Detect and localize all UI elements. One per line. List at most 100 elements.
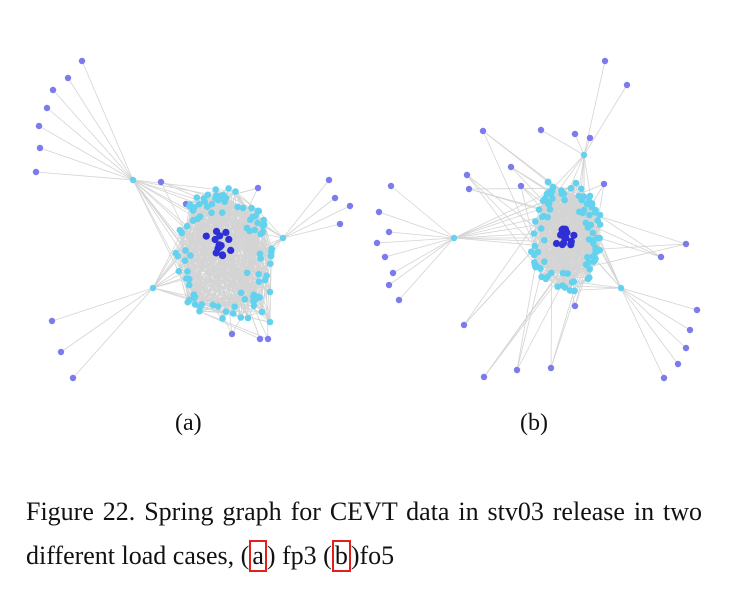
- core-node: [570, 231, 578, 239]
- outer-node: [385, 281, 393, 289]
- cluster-node: [178, 229, 185, 236]
- graph-edge: [453, 237, 599, 252]
- outer-node: [64, 74, 72, 82]
- outer-node: [537, 126, 545, 134]
- cluster-node: [561, 196, 568, 204]
- graph-edge: [468, 188, 586, 224]
- cluster-node: [175, 267, 183, 275]
- cluster-node: [196, 213, 204, 220]
- cluster-node: [580, 193, 588, 200]
- graph-edge: [160, 181, 227, 312]
- graph-edge: [595, 243, 687, 250]
- cluster-node: [204, 203, 211, 210]
- cluster-node: [260, 216, 268, 224]
- hub-node: [279, 234, 287, 242]
- graph-edge: [516, 190, 562, 371]
- graph-edge: [550, 239, 590, 369]
- cluster-node: [530, 230, 538, 237]
- outer-node: [507, 163, 515, 171]
- graph-edge: [483, 220, 599, 378]
- outer-node: [463, 171, 471, 179]
- panel-a-label: (a): [175, 410, 202, 436]
- cluster-node: [257, 255, 264, 262]
- graph-edge: [203, 198, 249, 319]
- cluster-node: [220, 195, 228, 203]
- core-node: [202, 232, 210, 240]
- outer-node: [513, 366, 521, 374]
- graph-edge: [550, 183, 605, 274]
- outer-node: [346, 202, 354, 210]
- outer-node: [381, 253, 389, 261]
- graph-edge: [215, 189, 233, 335]
- graph-edge: [482, 130, 536, 247]
- cluster-node: [567, 184, 575, 192]
- cluster-node: [214, 303, 222, 310]
- graph-edge: [548, 154, 585, 204]
- figure-caption: Figure 22. Spring graph for CEVT data in…: [26, 490, 702, 578]
- cluster-node: [592, 206, 599, 214]
- graph-edge: [46, 107, 134, 181]
- cluster-node: [254, 219, 261, 227]
- graph-edge: [262, 225, 271, 293]
- graph-edge: [132, 179, 195, 295]
- outer-node: [43, 104, 51, 112]
- cluster-node: [225, 185, 232, 192]
- outer-node: [479, 127, 487, 135]
- outer-node: [331, 194, 339, 202]
- cluster-node: [190, 216, 197, 224]
- graph-edge: [199, 187, 259, 205]
- caption-ref-b: b: [331, 540, 351, 572]
- hub-node: [617, 284, 625, 292]
- graph-edge: [181, 232, 189, 303]
- outer-node: [32, 168, 40, 176]
- cluster-node: [243, 269, 251, 277]
- cluster-node: [191, 301, 199, 308]
- cluster-node: [586, 265, 593, 273]
- cluster-node: [257, 230, 265, 238]
- outer-node: [78, 57, 86, 65]
- cluster-node: [248, 204, 255, 212]
- graph-edge: [563, 243, 687, 274]
- graph-edge: [550, 198, 553, 369]
- graph-edge: [520, 185, 590, 240]
- graph-edge: [620, 287, 679, 365]
- core-node: [552, 239, 561, 248]
- graph-edge: [453, 233, 534, 239]
- outer-node: [623, 81, 631, 89]
- graph-edge: [193, 279, 266, 295]
- graph-edge: [67, 77, 134, 181]
- spring-graph-figure: [32, 57, 701, 382]
- graph-edge: [542, 200, 622, 289]
- outer-node: [325, 176, 333, 184]
- caption-text-end: )fo5: [350, 541, 395, 570]
- graph-edge: [190, 255, 233, 335]
- graph-edge: [620, 287, 665, 379]
- core-node: [561, 234, 569, 242]
- cluster-node: [184, 298, 191, 306]
- graph-edge: [453, 216, 543, 239]
- outer-node: [385, 228, 393, 236]
- graph-edge: [384, 237, 455, 258]
- cluster-node: [586, 211, 593, 219]
- cluster-node: [544, 178, 552, 186]
- graph-edge: [211, 212, 248, 229]
- cluster-node: [218, 209, 226, 216]
- cluster-node: [594, 234, 601, 242]
- outer-node: [36, 144, 44, 152]
- graph-edge: [388, 237, 455, 286]
- cluster-node: [222, 308, 230, 315]
- hub-node: [450, 234, 458, 242]
- cluster-node: [241, 296, 249, 303]
- hub-node: [580, 151, 588, 159]
- graph-edge: [190, 255, 271, 293]
- graph-edge: [483, 272, 564, 378]
- outer-node: [228, 330, 236, 338]
- cluster-node: [174, 252, 181, 260]
- graph-edge: [540, 129, 585, 156]
- cluster-node: [209, 301, 217, 309]
- outer-node: [547, 364, 555, 372]
- outer-node: [336, 220, 344, 228]
- graph-edge: [184, 206, 208, 261]
- cluster-node: [545, 200, 552, 208]
- cluster-node: [244, 314, 252, 322]
